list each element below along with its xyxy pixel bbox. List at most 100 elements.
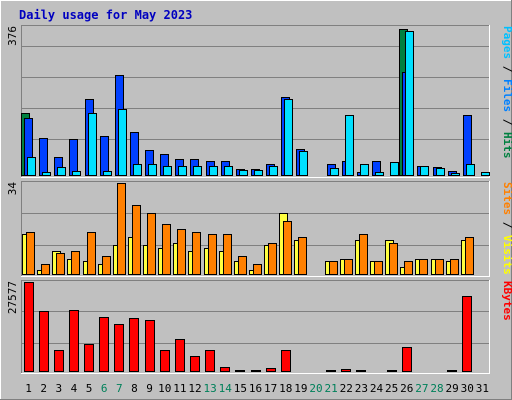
bar-sites-day-18: [283, 221, 292, 275]
bar-kbytes-day-15: [235, 370, 245, 372]
x-tick-label: 16: [249, 382, 262, 395]
bar-sites-day-19: [298, 237, 307, 275]
legend-item: /: [501, 59, 512, 79]
bar-kbytes-day-1: [24, 282, 34, 372]
bar-sites-day-26: [404, 261, 413, 275]
bar-sites-day-10: [162, 224, 171, 275]
bar-pages-day-17: [269, 166, 278, 176]
panel-visits: 34 Sites / Visits: [6, 181, 512, 277]
x-tick-label: 31: [476, 382, 489, 395]
x-tick-label: 18: [279, 382, 292, 395]
bar-kbytes-day-9: [145, 320, 155, 372]
x-tick-label: 24: [370, 382, 384, 395]
bar-sites-day-14: [223, 234, 232, 275]
bar-pages-day-7: [118, 109, 127, 176]
bar-sites-day-24: [374, 261, 383, 275]
x-tick-label: 28: [430, 382, 443, 395]
bar-sites-day-16: [253, 264, 262, 275]
bar-sites-day-29: [450, 259, 459, 275]
bar-sites-day-4: [71, 251, 80, 275]
bar-kbytes-day-25: [387, 370, 397, 372]
bar-pages-day-24: [375, 172, 384, 176]
bar-pages-day-29: [451, 173, 460, 176]
bar-sites-day-27: [419, 259, 428, 275]
x-tick-label: 26: [400, 382, 413, 395]
x-tick-label: 29: [446, 382, 459, 395]
bar-kbytes-day-16: [251, 370, 261, 372]
x-tick-label: 9: [146, 382, 153, 395]
bar-sites-day-25: [389, 243, 398, 275]
bar-kbytes-day-4: [69, 310, 79, 372]
bar-pages-day-3: [57, 167, 66, 176]
bar-kbytes-day-10: [160, 350, 170, 372]
x-tick-label: 20: [309, 382, 322, 395]
legend-item: Visits: [501, 235, 512, 275]
bar-pages-day-9: [148, 164, 157, 176]
x-tick-label: 27: [415, 382, 428, 395]
bar-pages-day-31: [481, 172, 490, 176]
bar-sites-day-15: [238, 256, 247, 275]
bar-kbytes-day-11: [175, 339, 185, 372]
x-tick-label: 4: [71, 382, 78, 395]
bar-kbytes-day-21: [326, 370, 336, 372]
bar-pages-day-19: [299, 151, 308, 176]
bar-pages-day-28: [436, 168, 445, 176]
bar-pages-day-11: [178, 166, 187, 176]
x-tick-label: 6: [101, 382, 108, 395]
bar-pages-day-27: [420, 166, 429, 176]
bar-kbytes-day-14: [220, 367, 230, 372]
bar-pages-day-16: [254, 170, 263, 176]
bar-sites-day-30: [465, 237, 474, 275]
bar-kbytes-day-30: [462, 296, 472, 372]
bar-sites-day-28: [435, 259, 444, 275]
panel-kbytes: 27577 KBytes: [6, 280, 512, 374]
bar-sites-day-2: [41, 264, 50, 275]
x-tick-label: 3: [56, 382, 63, 395]
y-max-label: 376: [6, 26, 19, 46]
x-tick-label: 2: [40, 382, 47, 395]
series-legend: KBytes: [501, 281, 512, 321]
x-tick-label: 7: [116, 382, 123, 395]
bar-kbytes-day-18: [281, 350, 291, 372]
bar-kbytes-day-7: [114, 324, 124, 372]
bar-files-day-4: [69, 139, 78, 176]
bar-pages-day-6: [103, 171, 112, 176]
y-max-label: 34: [6, 182, 19, 196]
bar-sites-day-11: [177, 229, 186, 275]
bar-pages-day-13: [209, 166, 218, 176]
legend-item: Files: [501, 79, 512, 112]
x-tick-label: 21: [325, 382, 338, 395]
bar-files-day-2: [39, 138, 48, 176]
bar-pages-day-22: [345, 115, 354, 176]
series-legend: Pages / Files / Hits: [501, 26, 512, 159]
chart-title: Daily usage for May 2023: [19, 8, 192, 22]
x-tick-labels: 1 2 3 4 5 6 7 8 9 10 11 12 13 14 15 16 17 18 19 20 21 22 23 24 2…: [25, 382, 489, 395]
bar-pages-day-30: [466, 164, 475, 176]
bar-kbytes-day-29: [447, 370, 457, 372]
bar-kbytes-day-2: [39, 311, 49, 372]
bar-kbytes-day-26: [402, 347, 412, 372]
bar-pages-day-4: [72, 171, 81, 176]
bar-sites-day-8: [132, 205, 141, 275]
bar-pages-day-2: [42, 172, 51, 176]
series-legend: Sites / Visits: [501, 182, 512, 275]
bar-sites-day-7: [117, 183, 126, 275]
bar-sites-day-9: [147, 213, 156, 275]
x-tick-label: 5: [86, 382, 93, 395]
bar-sites-day-1: [26, 232, 35, 275]
x-tick-label: 8: [131, 382, 138, 395]
legend-item: Sites: [501, 182, 512, 215]
bar-sites-day-13: [208, 234, 217, 275]
x-tick-label: 14: [219, 382, 233, 395]
y-max-label: 27577: [6, 281, 19, 314]
bar-sites-day-23: [359, 234, 368, 275]
bar-files-day-6: [100, 136, 109, 176]
bar-pages-day-12: [193, 166, 202, 176]
bar-sites-day-3: [56, 253, 65, 275]
bar-kbytes-day-8: [129, 318, 139, 372]
legend-item: KBytes: [501, 281, 512, 321]
bar-sites-day-5: [87, 232, 96, 275]
x-tick-label: 11: [173, 382, 186, 395]
bar-pages-day-15: [239, 170, 248, 176]
